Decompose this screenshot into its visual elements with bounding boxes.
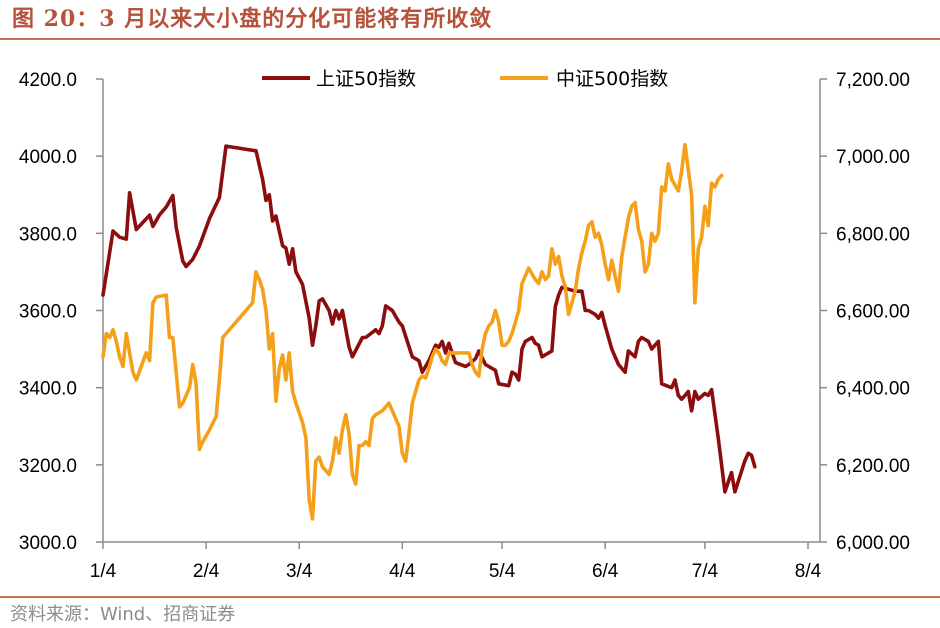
title-divider bbox=[0, 38, 940, 40]
left-tick-label: 3600.0 bbox=[19, 302, 77, 323]
x-tick-label: 6/4 bbox=[592, 561, 619, 582]
x-tick-label: 2/4 bbox=[193, 561, 220, 582]
legend-csi500-label: 中证500指数 bbox=[556, 68, 668, 90]
line-chart: 3000.0 3200.0 3400.0 3600.0 3800.0 4000.0 4200… bbox=[19, 68, 910, 582]
right-tick-label: 6,400.00 bbox=[836, 379, 910, 400]
left-tick-label: 4000.0 bbox=[19, 147, 77, 168]
x-tick-label: 4/4 bbox=[389, 561, 416, 582]
x-tick-label: 1/4 bbox=[90, 561, 117, 582]
x-tick-label: 7/4 bbox=[692, 561, 719, 582]
right-tick-label: 7,200.00 bbox=[836, 70, 910, 91]
right-tick-label: 6,600.00 bbox=[836, 302, 910, 323]
right-tick-label: 6,800.00 bbox=[836, 224, 910, 245]
legend-sh50-label: 上证50指数 bbox=[316, 68, 416, 90]
sh50-line bbox=[101, 144, 757, 494]
left-tick-label: 3000.0 bbox=[19, 533, 77, 554]
source-note: 资料来源：Wind、招商证券 bbox=[10, 604, 236, 625]
left-tick-label: 3800.0 bbox=[19, 224, 77, 245]
x-tick-label: 5/4 bbox=[489, 561, 516, 582]
left-tick-label: 4200.0 bbox=[19, 70, 77, 91]
figure-title: 图 20：3 月以来大小盘的分化可能将有所收敛 bbox=[12, 6, 493, 32]
right-tick-label: 6,200.00 bbox=[836, 456, 910, 477]
left-tick-label: 3200.0 bbox=[19, 456, 77, 477]
x-tick-label: 3/4 bbox=[286, 561, 313, 582]
csi500-line bbox=[101, 142, 724, 521]
x-tick-label: 8/4 bbox=[795, 561, 822, 582]
right-tick-label: 7,000.00 bbox=[836, 147, 910, 168]
left-tick-label: 3400.0 bbox=[19, 379, 77, 400]
source-divider bbox=[0, 596, 940, 598]
right-tick-label: 6,000.00 bbox=[836, 533, 910, 554]
